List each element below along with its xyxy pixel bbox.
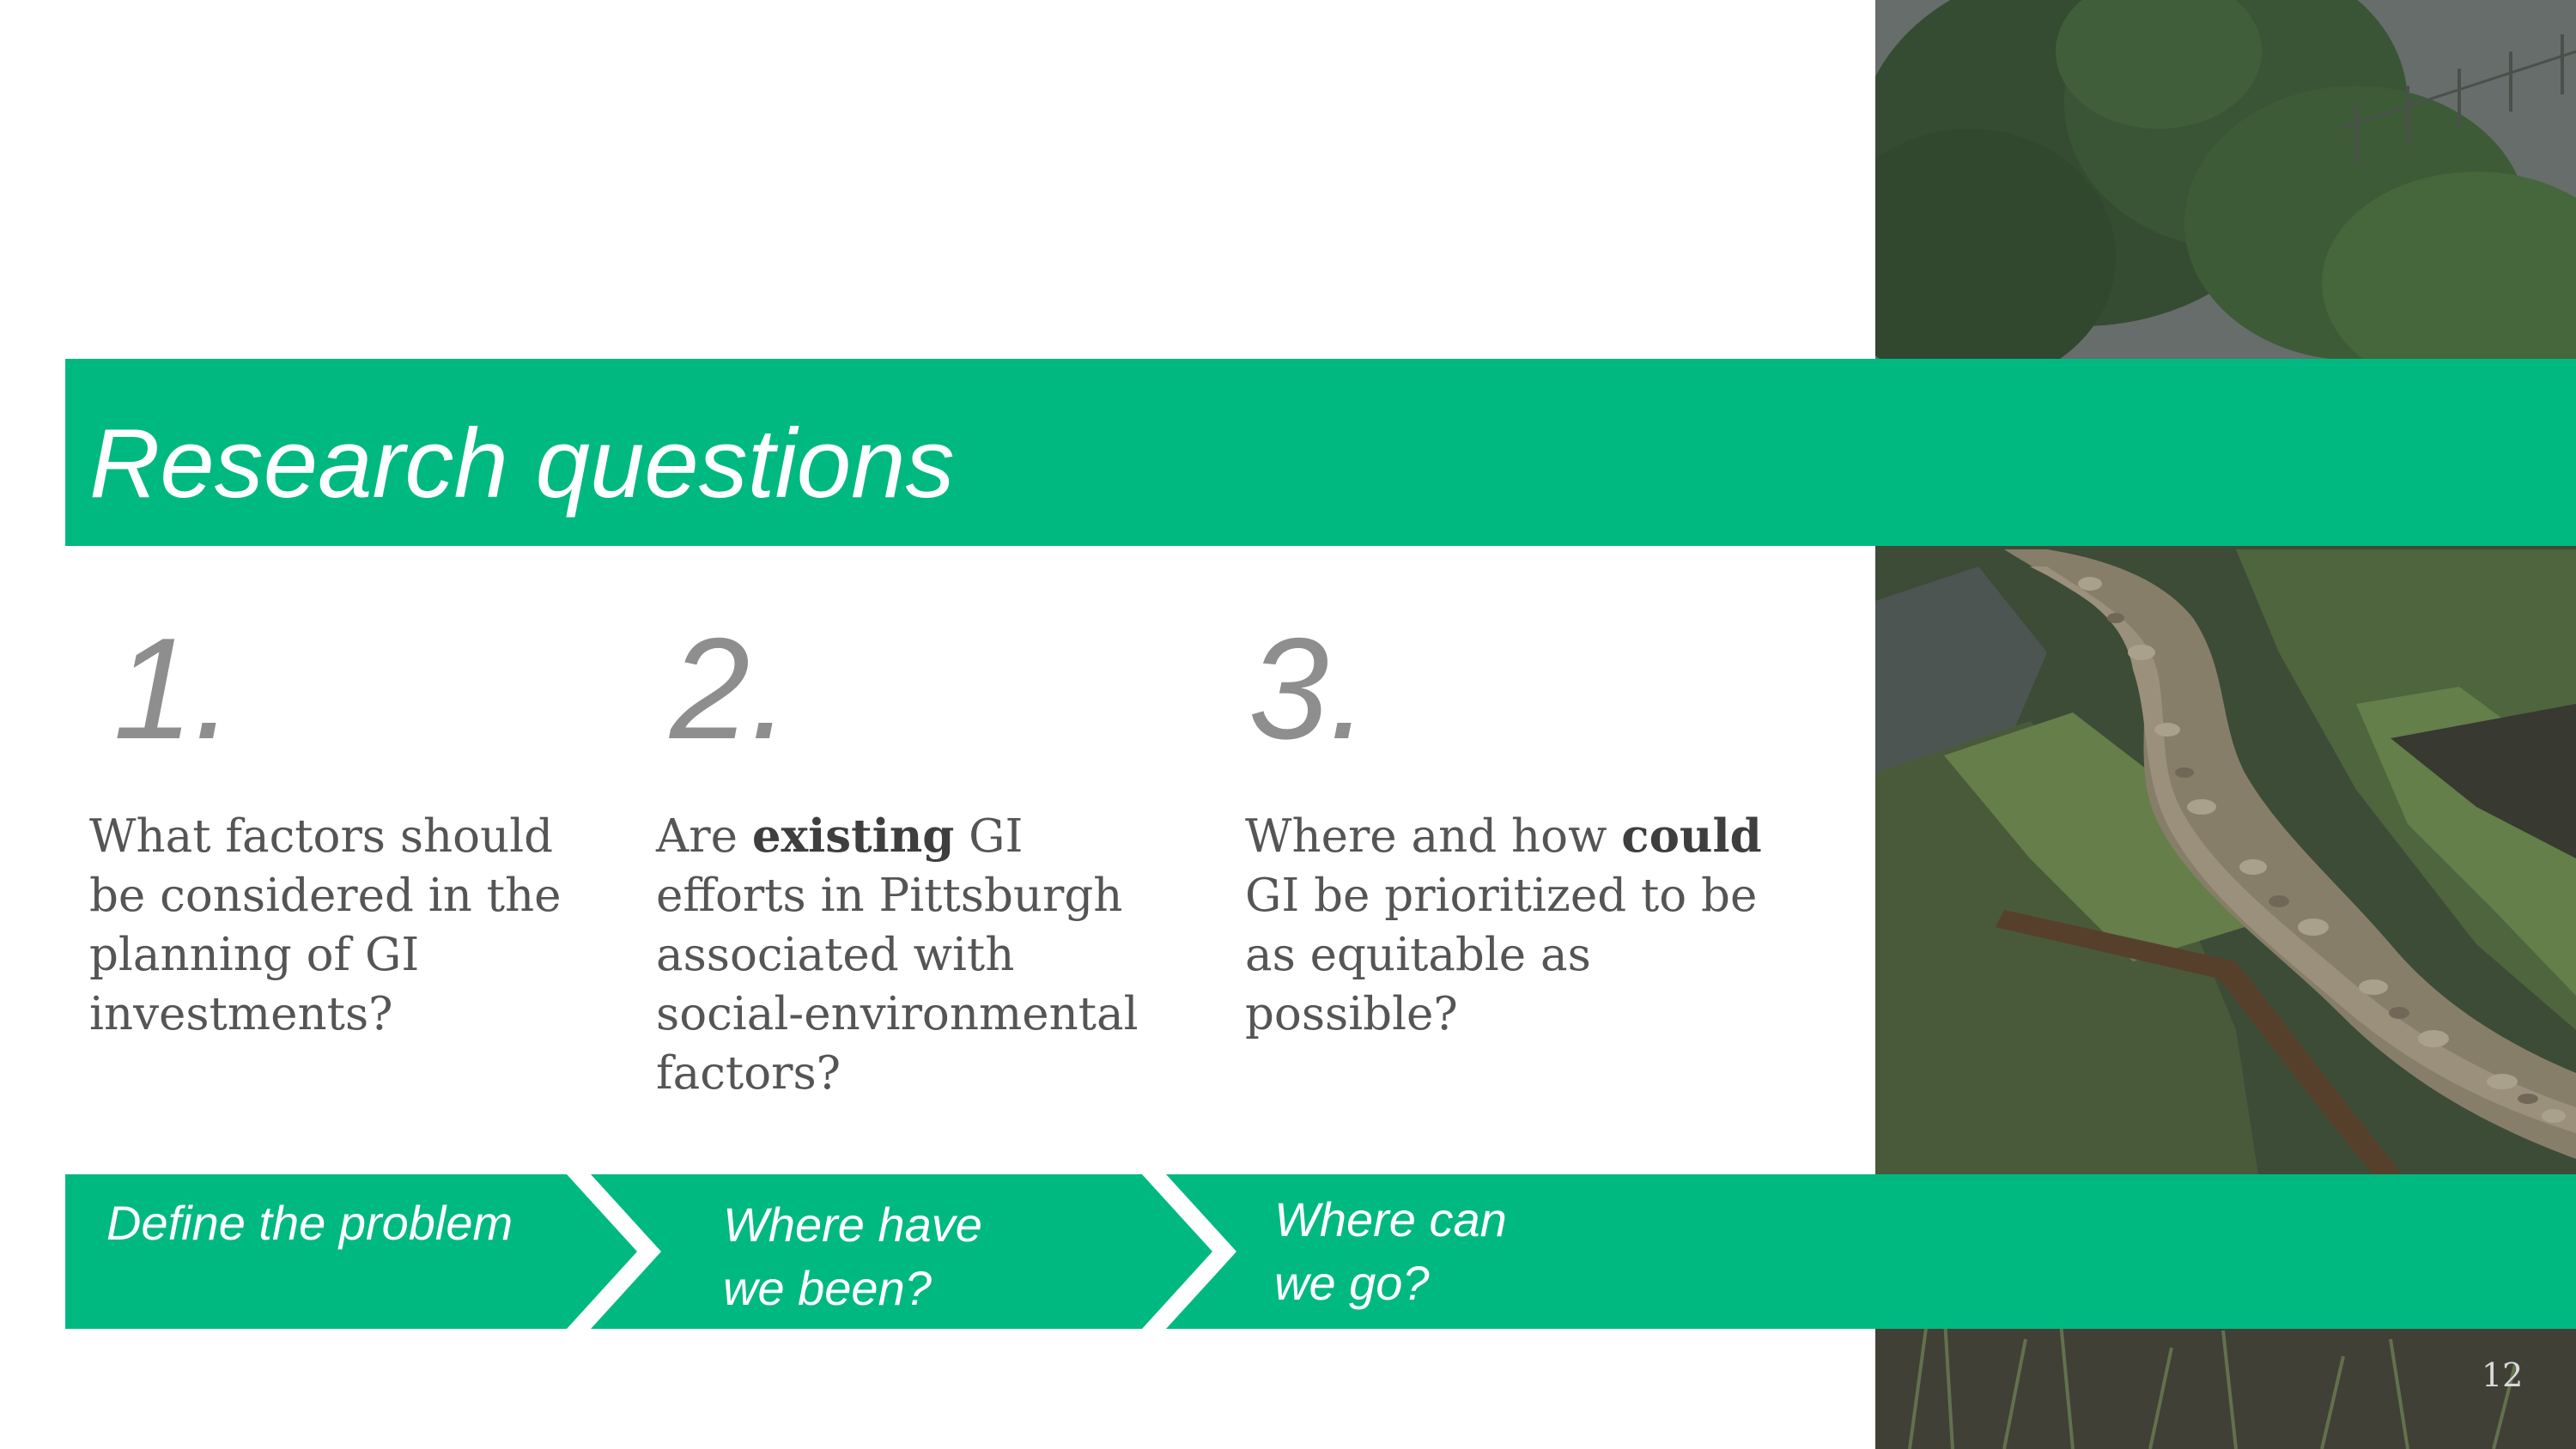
step-label-2: Where have we been? xyxy=(723,1197,982,1315)
swale-photo xyxy=(1875,0,2576,1449)
question-2-emphasis: existing xyxy=(751,809,955,863)
question-number-1: 1. xyxy=(113,608,234,769)
step-label-1: Define the problem xyxy=(106,1196,513,1250)
question-text-2: Are existing GI efforts in Pittsburgh as… xyxy=(656,809,1139,1100)
question-number-2: 2. xyxy=(670,608,791,769)
title-band xyxy=(65,359,2576,546)
step-label-3: Where can we go? xyxy=(1274,1192,1507,1310)
question-text-3: Where and how could GI be prioritized to… xyxy=(1245,809,1762,1040)
slide-title: Research questions xyxy=(89,409,955,518)
page-number: 12 xyxy=(2482,1356,2524,1394)
question-3-emphasis: could xyxy=(1621,809,1762,863)
question-text-1: What factors should be considered in the… xyxy=(89,810,562,1040)
question-number-3: 3. xyxy=(1249,608,1370,769)
